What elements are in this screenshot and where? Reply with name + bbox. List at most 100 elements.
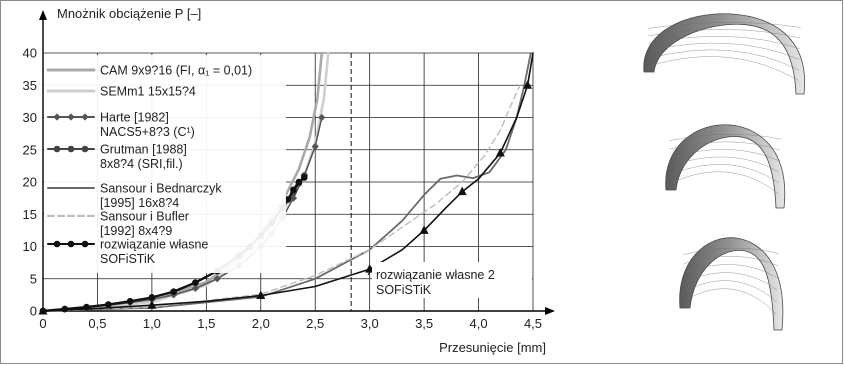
legend-label-6: rozwiązanie własne SOFiSTiK <box>100 238 208 267</box>
shell-mesh-line <box>672 171 779 195</box>
shell-mesh-line <box>683 247 779 255</box>
shell-mesh-line <box>684 256 779 267</box>
series-point-2 <box>289 194 298 202</box>
legend-marker-2 <box>53 113 61 121</box>
shell-mesh-line <box>669 133 781 141</box>
legend-label-line: Grutman [1988] <box>100 143 187 157</box>
y-tick-label: 35 <box>23 78 37 93</box>
annotation-label-line: rozwiązanie własne 2 <box>376 268 495 282</box>
x-tick-label: 2,5 <box>306 316 324 331</box>
annotation-background <box>372 262 532 298</box>
legend-label-4: Sansour i Bednarczyk [1995] 16x8?4 <box>100 182 222 211</box>
shell-surface <box>643 13 806 95</box>
legend-label-line: SOFiSTiK <box>100 252 156 266</box>
shell-mesh-line <box>648 36 800 49</box>
x-tick-label: 3,5 <box>415 316 433 331</box>
x-axis-arrow <box>545 307 555 315</box>
x-tick-label: 4,0 <box>470 316 488 331</box>
series-point-2 <box>213 275 221 283</box>
series-point-6 <box>126 298 134 305</box>
legend-label-line: Sansour i Bednarczyk <box>100 182 222 196</box>
series-line-7 <box>42 52 534 312</box>
series-point-6 <box>290 186 297 194</box>
legend-marker-3 <box>67 145 75 153</box>
series-point-6 <box>295 178 303 186</box>
legend-label-3: Grutman [1988] 8x8?4 (SRI,fil.) <box>100 143 187 172</box>
legend-label-line: SEMm1 15x15?4 <box>100 85 196 99</box>
legend-marker-2 <box>67 113 75 121</box>
shell-mesh-line <box>671 164 779 184</box>
legend-label-1: SEMm1 15x15?4 <box>100 85 196 99</box>
series-point-2 <box>318 113 326 122</box>
series-point-7 <box>365 264 375 273</box>
y-tick-label: 15 <box>23 207 37 222</box>
legend-label-line: [1992] 8x4?9 <box>100 224 172 238</box>
y-tick-label: 30 <box>23 110 37 125</box>
annotation-label-line: SOFiSTiK <box>376 283 432 297</box>
series-line-4 <box>42 52 532 312</box>
y-tick-label: 0 <box>30 304 37 319</box>
x-tick-label: 1,0 <box>143 316 161 331</box>
shell-mesh-line <box>685 272 778 291</box>
legend-label-line: Sansour i Bufler <box>100 210 189 224</box>
series-line-5 <box>42 84 521 312</box>
series-point-6 <box>192 279 199 286</box>
x-tick-label: 3,0 <box>361 316 379 331</box>
y-tick-label: 5 <box>30 271 37 286</box>
annotation-label: rozwiązanie własne 2 SOFiSTiK <box>376 268 495 297</box>
shell-figure-0 <box>643 13 806 95</box>
legend-marker-3 <box>53 145 61 153</box>
x-tick-label: 0,5 <box>88 316 106 331</box>
legend-marker-2 <box>81 113 89 121</box>
x-tick-label: 2,0 <box>252 316 270 331</box>
legend-marker-6 <box>67 240 75 248</box>
shell-surface <box>665 124 786 209</box>
legend-marker-3 <box>81 145 89 153</box>
legend-label-5: Sansour i Bufler [1992] 8x4?9 <box>100 210 189 239</box>
y-axis-label: Mnożnik obciążenie P [–] <box>57 6 201 21</box>
series-point-7 <box>495 147 505 157</box>
shell-mesh-line <box>650 56 799 81</box>
legend-marker-6 <box>53 240 61 248</box>
legend-label-line: 8x8?4 (SRI,fil.) <box>100 157 183 171</box>
legend-label-line: [1995] 16x8?4 <box>100 196 179 210</box>
series-point-7 <box>38 306 48 315</box>
shell-surface <box>679 237 784 331</box>
shell-mesh-line <box>686 288 777 315</box>
legend-label-0: CAM 9x9?16 (FI, α₁ = 0,01) <box>100 64 252 78</box>
shell-mesh-line <box>684 264 778 279</box>
x-tick-label: 1,5 <box>197 316 215 331</box>
legend-label-line: NACS5+8?3 (C¹) <box>100 125 195 139</box>
legend-label-line: Harte [1982] <box>100 111 169 125</box>
legend-label-line: CAM 9x9?16 (FI, α₁ = 0,01) <box>100 64 252 78</box>
legend-label-2: Harte [1982] NACS5+8?3 (C¹) <box>100 111 195 140</box>
shell-figure-1 <box>665 124 786 209</box>
shell-figure-2 <box>679 237 784 331</box>
legend-marker-6 <box>81 240 89 248</box>
series-point-6 <box>105 301 112 308</box>
series-point-6 <box>284 196 292 203</box>
series-point-7 <box>256 290 266 300</box>
y-axis-arrow <box>39 10 47 20</box>
shell-mesh-line <box>671 156 780 173</box>
series-point-6 <box>148 294 156 301</box>
shell-mesh-line <box>649 49 799 71</box>
y-tick-label: 25 <box>23 142 37 157</box>
series-point-7 <box>523 80 533 89</box>
shell-mesh-line <box>670 149 780 162</box>
shell-mesh-line <box>685 280 778 303</box>
y-tick-label: 10 <box>23 239 37 254</box>
shell-mesh-line <box>649 42 800 60</box>
series-point-7 <box>419 225 429 234</box>
shell-mesh-line <box>670 141 781 151</box>
x-tick-label: 0 <box>39 316 46 331</box>
series-point-7 <box>147 300 157 309</box>
x-tick-label: 4,5 <box>524 316 542 331</box>
y-tick-label: 40 <box>23 46 37 61</box>
shell-mesh-line <box>648 29 801 39</box>
series-point-7 <box>457 186 467 196</box>
x-axis-label: Przesunięcie [mm] <box>439 340 546 355</box>
series-point-6 <box>170 288 177 295</box>
